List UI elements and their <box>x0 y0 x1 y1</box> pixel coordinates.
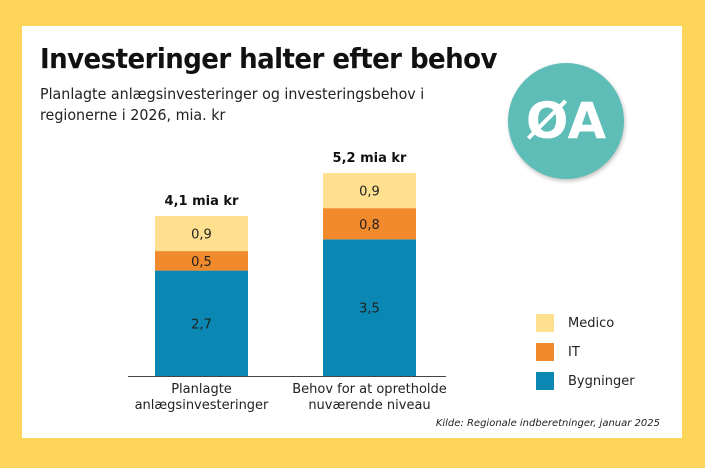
legend-label: Medico <box>568 315 615 331</box>
total-label: 4,1 mia kr <box>165 194 240 209</box>
chart-subtitle: Planlagte anlægsinvesteringer og investe… <box>40 85 425 124</box>
legend-label: Bygninger <box>568 373 635 389</box>
data-label: 0,9 <box>359 185 380 200</box>
data-label: 0,5 <box>191 255 212 270</box>
bar-segment-medico-1 <box>155 215 248 252</box>
x-tick-label: Behov for at opretholde <box>292 382 447 397</box>
data-label: 0,9 <box>191 228 212 243</box>
source-note: Kilde: Regionale indberetninger, januar … <box>435 418 660 429</box>
data-label: 2,7 <box>191 317 212 332</box>
stacked-bar-chart: 2,7 0,5 0,9 4,1 mia kr Planlagteanlægsinvest… <box>128 151 447 413</box>
legend-swatch <box>536 372 554 390</box>
legend-item-it: IT <box>536 342 676 362</box>
legend-item-bygninger: Bygninger <box>536 371 676 391</box>
x-tick-label: Planlagte <box>171 382 232 397</box>
legend-label: IT <box>568 344 580 360</box>
bar-segment-bygninger-2 <box>323 239 416 376</box>
data-label: 3,5 <box>359 302 380 317</box>
legend-item-medico: Medico <box>536 313 676 333</box>
x-tick-label: nuværende niveau <box>308 398 430 413</box>
publisher-badge: ØA <box>508 63 624 179</box>
legend-swatch <box>536 314 554 332</box>
bar-segment-it-2 <box>323 208 416 240</box>
legend-swatch <box>536 343 554 361</box>
chart-title: Investeringer halter efter behov <box>40 42 497 75</box>
bar-segment-it-1 <box>155 251 248 271</box>
bar-segment-bygninger-1 <box>155 270 248 376</box>
bar-segment-medico-2 <box>323 173 416 209</box>
data-label: 0,8 <box>359 218 380 233</box>
total-label: 5,2 mia kr <box>333 151 408 166</box>
x-tick-label: anlægsinvesteringer <box>135 398 269 413</box>
chart-panel: Investeringer halter efter behov Planlag… <box>22 26 682 438</box>
